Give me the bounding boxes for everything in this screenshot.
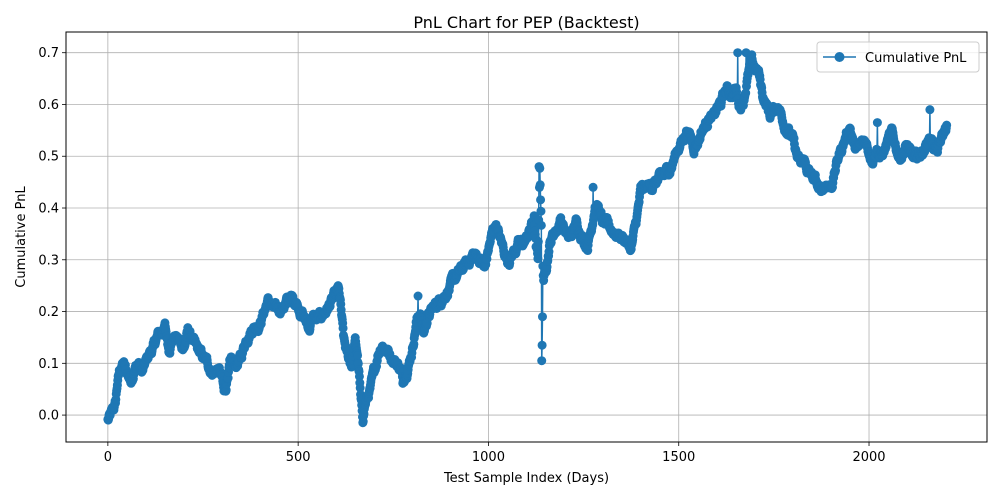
axis-ticks: 0 500 1000 1500 2000 0.0 0.1 0.2 0.3 0.4 0.5 0.6 0.7 <box>38 46 885 465</box>
data-point <box>536 195 546 205</box>
x-tick-label: 1500 <box>662 450 695 465</box>
legend-marker <box>834 52 845 62</box>
data-point <box>537 356 547 366</box>
data-point <box>535 180 545 190</box>
data-point <box>353 351 363 361</box>
y-tick-label: 0.1 <box>38 357 59 372</box>
x-tick-label: 2000 <box>852 450 885 465</box>
data-point <box>536 220 546 230</box>
legend-label-cumulative-pnl: Cumulative PnL <box>865 51 967 66</box>
data-point <box>536 206 546 216</box>
legend-box <box>816 41 980 73</box>
data-point <box>537 312 547 322</box>
data-point <box>413 291 423 301</box>
chart-title: PnL Chart for PEP (Backtest) <box>413 13 639 32</box>
data-point <box>533 237 543 247</box>
y-tick-label: 0.5 <box>38 150 59 165</box>
data-point <box>588 182 598 192</box>
plot-frame <box>65 31 988 443</box>
x-tick-label: 500 <box>286 450 311 465</box>
legend: Cumulative PnL <box>816 41 980 73</box>
x-axis-title: Test Sample Index (Days) <box>443 471 609 486</box>
data-point <box>872 118 882 128</box>
y-tick-label: 0.4 <box>38 202 59 217</box>
data-point <box>535 163 545 173</box>
data-point <box>741 88 751 98</box>
series-cumulative-pnl <box>103 48 952 428</box>
data-point <box>355 383 365 393</box>
x-tick-label: 0 <box>104 450 112 465</box>
y-axis-title: Cumulative PnL <box>14 186 29 288</box>
y-tick-label: 0.2 <box>38 305 59 320</box>
data-point <box>733 48 743 58</box>
data-point <box>942 120 952 130</box>
y-tick-label: 0.6 <box>38 98 59 113</box>
data-point <box>338 323 348 333</box>
y-tick-label: 0.7 <box>38 46 59 61</box>
data-point <box>925 105 935 115</box>
y-tick-label: 0.0 <box>38 409 59 424</box>
y-tick-label: 0.3 <box>38 253 59 268</box>
data-point <box>354 371 364 381</box>
data-point <box>537 340 547 350</box>
data-point <box>533 254 543 264</box>
x-tick-label: 1000 <box>472 450 505 465</box>
